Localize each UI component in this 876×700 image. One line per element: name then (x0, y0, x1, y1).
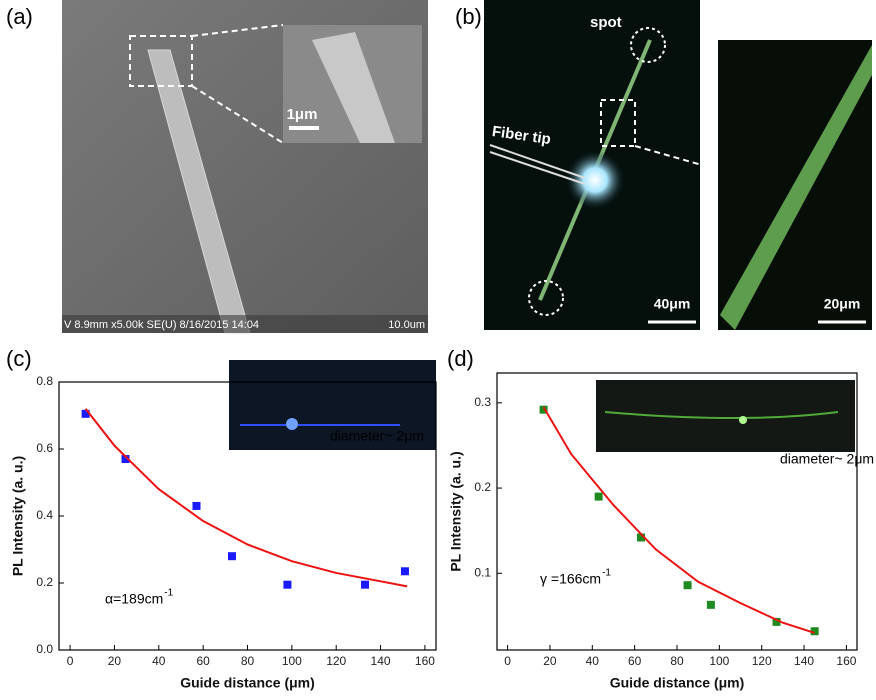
y-tick-label: 0.2 (474, 480, 491, 494)
y-tick-label: 0.1 (474, 565, 491, 579)
y-axis-label: PL Intensity (a. u.) (10, 456, 26, 576)
x-tick-label: 60 (628, 654, 642, 668)
sem-info: V 8.9mm x5.00k SE(U) 8/16/2015 14:04 (64, 319, 259, 331)
panel-label: (a) (6, 4, 33, 29)
data-point (595, 493, 603, 501)
y-tick-label: 0.6 (36, 441, 53, 455)
inset-image (596, 380, 855, 452)
scale-text: 40μm (654, 296, 691, 312)
x-tick-label: 0 (504, 654, 511, 668)
y-tick-label: 0.3 (474, 395, 491, 409)
x-tick-label: 80 (670, 654, 684, 668)
figure: (a) 1μm V 8.9mm x5.00k SE(U) 8/16/2015 1… (0, 0, 876, 695)
panel-label: (b) (455, 4, 482, 29)
data-point (684, 581, 692, 589)
y-tick-label: 0.2 (36, 575, 53, 589)
y-tick-label: 0.8 (36, 374, 53, 388)
x-tick-label: 40 (586, 654, 600, 668)
panel-label: (d) (447, 346, 474, 371)
x-axis-label: Guide distance (μm) (180, 675, 315, 691)
inset-spot (286, 418, 298, 430)
data-point (361, 581, 369, 589)
x-tick-label: 140 (794, 654, 814, 668)
inset-label: diameter~ 2μm (780, 451, 874, 467)
scale-text: 1μm (287, 106, 318, 123)
panel-label: (c) (6, 346, 32, 371)
data-point (707, 601, 715, 609)
x-tick-label: 20 (543, 654, 557, 668)
inset-spot (739, 416, 747, 424)
data-point (283, 581, 291, 589)
spot-label: spot (590, 14, 622, 31)
x-tick-label: 140 (371, 654, 391, 668)
x-tick-label: 100 (282, 654, 302, 668)
x-tick-label: 100 (709, 654, 729, 668)
annotation: α=189cm (105, 591, 163, 607)
y-axis-label: PL Intensity (a. u.) (448, 451, 464, 571)
annotation: γ =166cm (540, 571, 601, 587)
scale-text: 20μm (824, 296, 861, 312)
y-tick-label: 0.4 (36, 508, 53, 522)
x-axis-label: Guide distance (μm) (610, 675, 745, 691)
x-tick-label: 20 (108, 654, 122, 668)
inset-label: diameter~ 2μm (330, 428, 424, 444)
data-point (228, 552, 236, 560)
y-tick-label: 0.0 (36, 642, 53, 656)
x-tick-label: 120 (326, 654, 346, 668)
x-tick-label: 40 (152, 654, 166, 668)
annotation-sup: -1 (164, 588, 173, 599)
x-tick-label: 160 (836, 654, 856, 668)
x-tick-label: 160 (415, 654, 435, 668)
sem-scale: 10.0um (388, 319, 425, 331)
x-tick-label: 60 (196, 654, 210, 668)
data-point (192, 502, 200, 510)
annotation-sup: -1 (602, 568, 611, 579)
x-tick-label: 120 (752, 654, 772, 668)
data-point (401, 567, 409, 575)
x-tick-label: 80 (241, 654, 255, 668)
x-tick-label: 0 (67, 654, 74, 668)
